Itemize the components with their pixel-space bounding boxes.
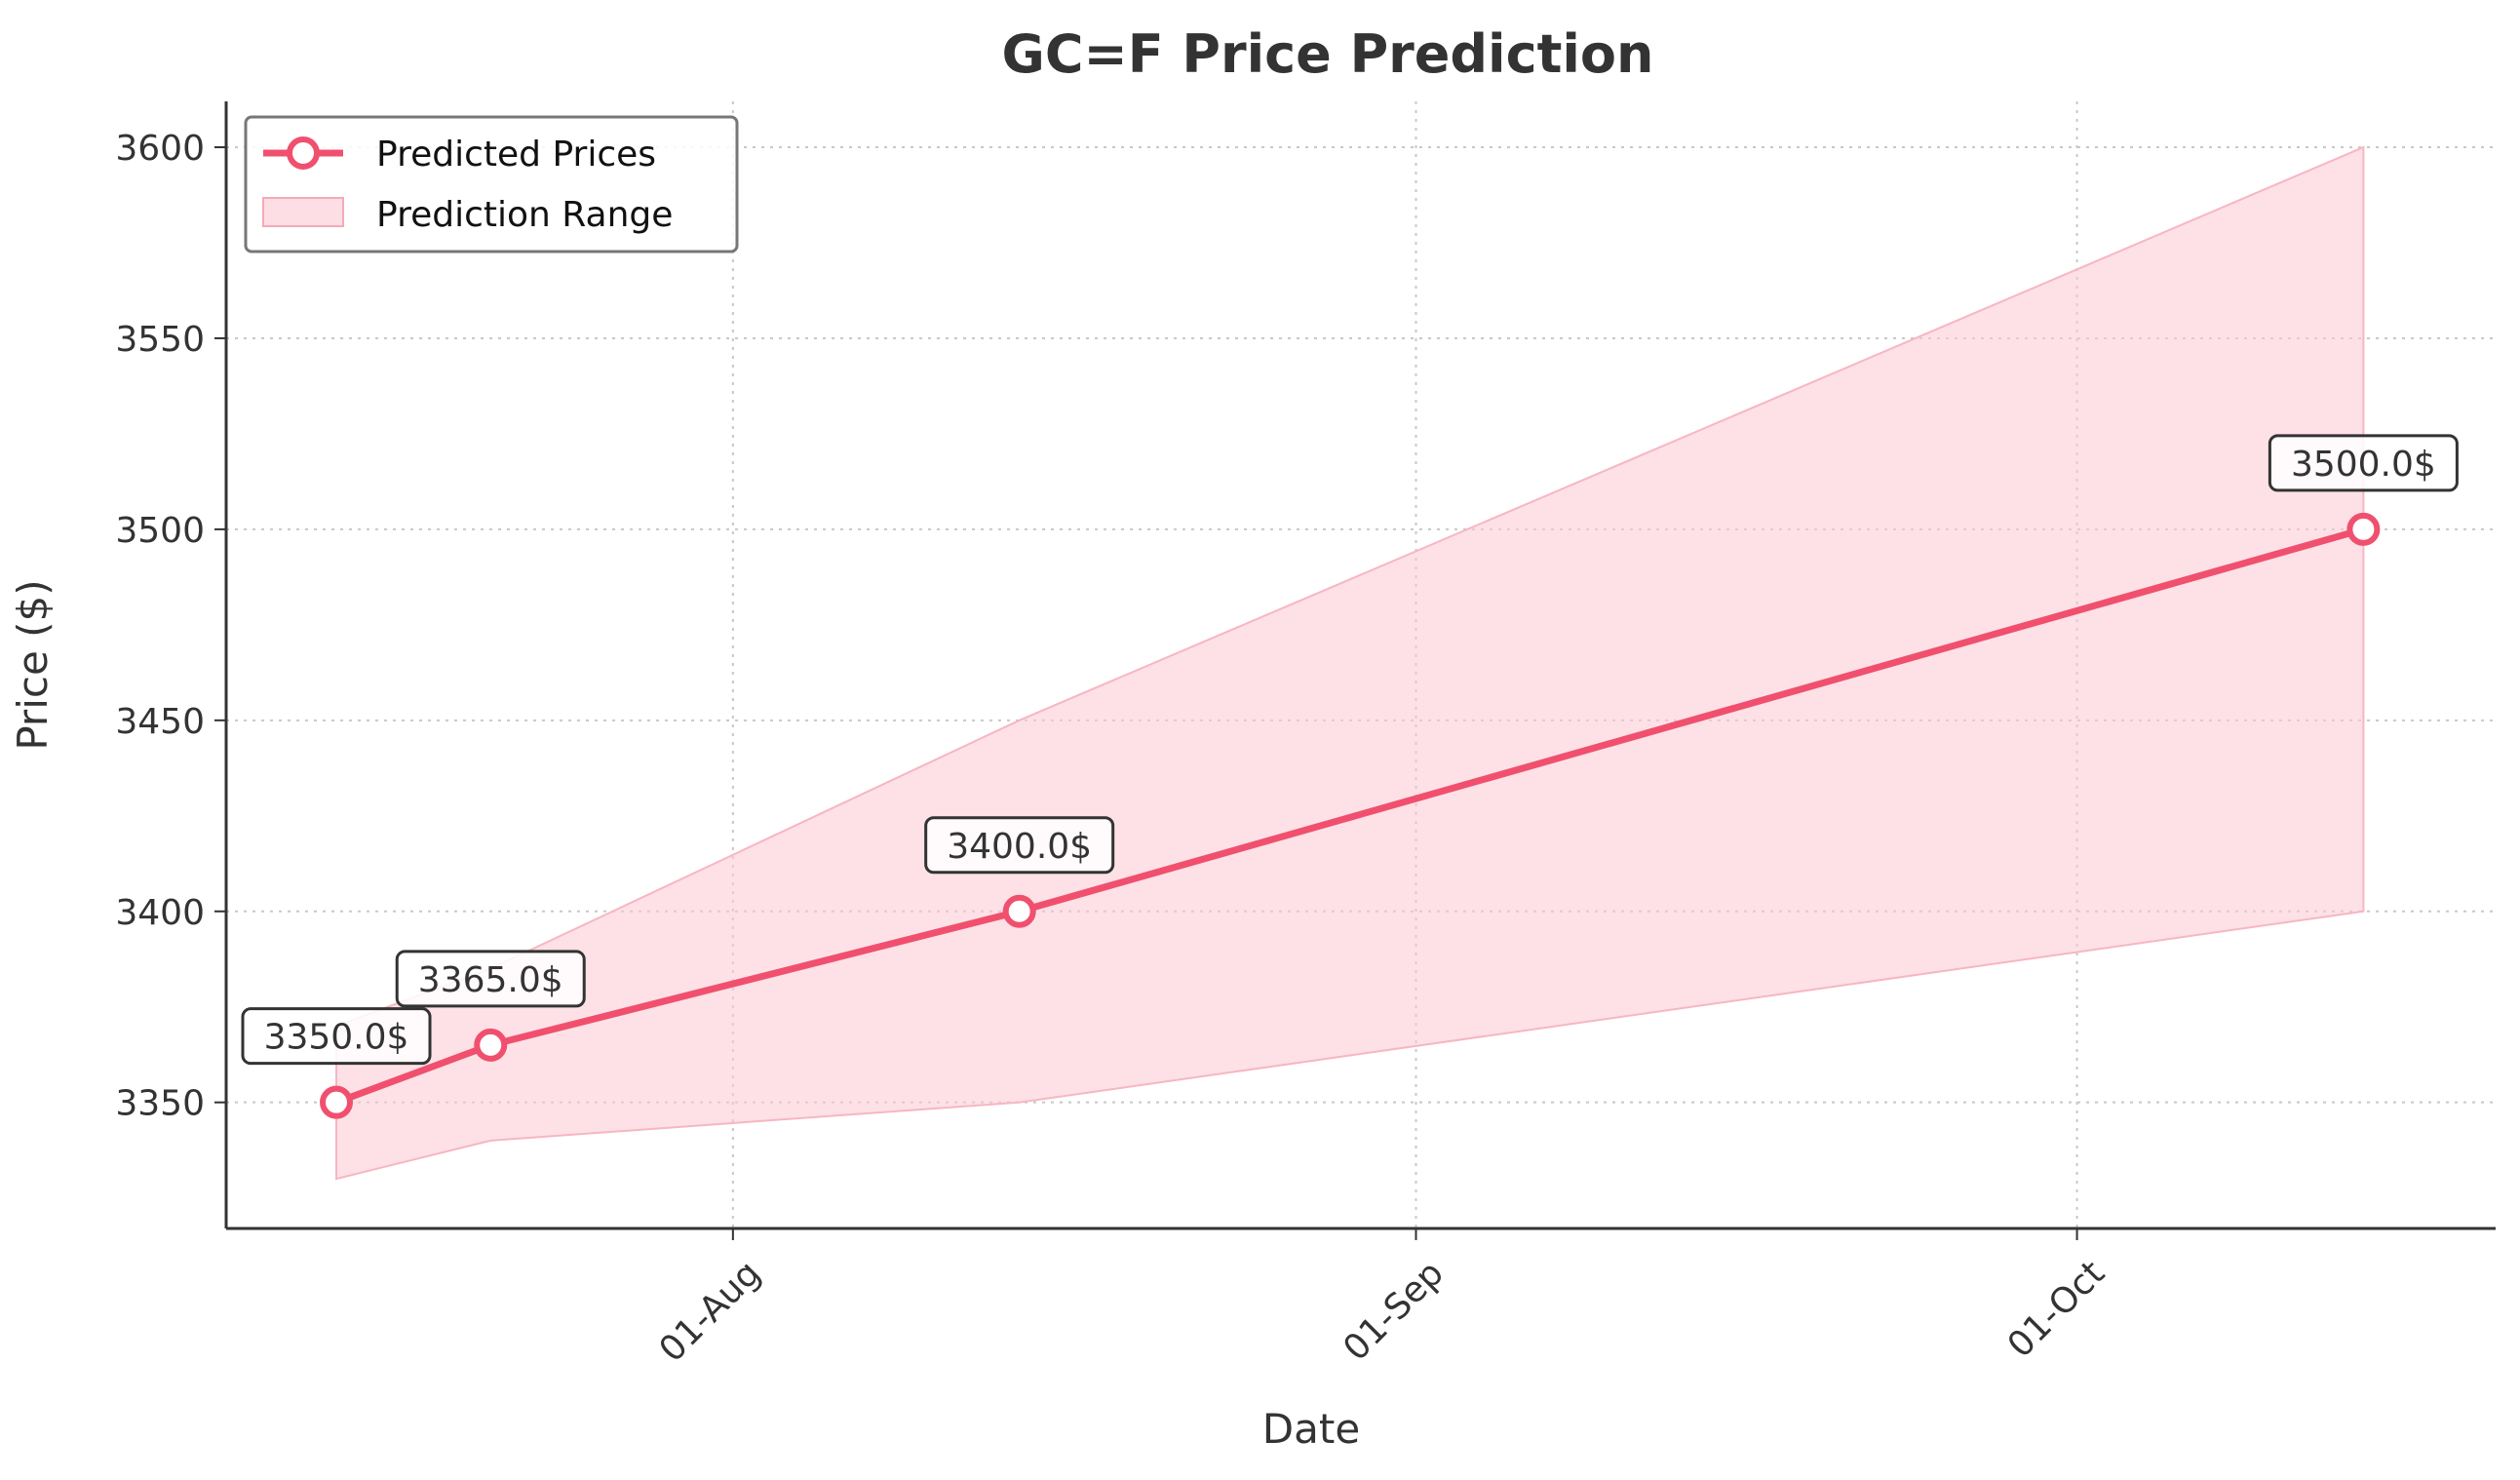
legend-range-swatch bbox=[262, 197, 344, 227]
data-label-text: 3365.0$ bbox=[418, 960, 563, 1000]
predicted-price-point bbox=[320, 1085, 354, 1119]
predicted-price-point bbox=[2346, 512, 2381, 546]
y-axis-label: Price ($) bbox=[9, 579, 57, 750]
y-tick-label: 3550 bbox=[115, 320, 205, 360]
x-tick-label: 01-Oct bbox=[2000, 1253, 2113, 1365]
data-label: 3400.0$ bbox=[924, 816, 1115, 875]
y-tick-label: 3500 bbox=[115, 511, 205, 551]
data-label-box bbox=[924, 816, 1115, 875]
data-label-box bbox=[2268, 434, 2459, 492]
data-label-text: 3400.0$ bbox=[947, 827, 1092, 867]
legend: Predicted Prices Prediction Range bbox=[244, 115, 739, 253]
data-label-box bbox=[395, 950, 586, 1008]
legend-label-prediction-range: Prediction Range bbox=[376, 195, 673, 235]
data-label-box bbox=[241, 1007, 432, 1066]
data-label: 3500.0$ bbox=[2268, 434, 2459, 492]
predicted-price-line bbox=[332, 526, 2367, 1107]
data-label: 3350.0$ bbox=[241, 1007, 432, 1066]
chart-title: GC=F Price Prediction bbox=[1002, 23, 1654, 85]
annotation-layer: 3350.0$3365.0$ 3400.0$ 3500.0$ bbox=[241, 434, 2459, 1066]
prediction-range-band bbox=[335, 145, 2365, 1181]
y-tick-label: 3450 bbox=[115, 702, 205, 742]
y-tick-label: 3600 bbox=[115, 129, 205, 169]
data-label-text: 3350.0$ bbox=[264, 1018, 409, 1058]
predicted-line-layer bbox=[320, 512, 2381, 1119]
predicted-price-point bbox=[474, 1028, 508, 1062]
predicted-price-point bbox=[1002, 894, 1036, 928]
data-label: 3365.0$ bbox=[395, 950, 586, 1008]
y-tick-label: 3400 bbox=[115, 893, 205, 933]
x-axis-label: Date bbox=[1262, 1405, 1360, 1453]
y-tick-label: 3350 bbox=[115, 1084, 205, 1124]
x-tick-label: 01-Aug bbox=[652, 1253, 769, 1370]
data-label-text: 3500.0$ bbox=[2291, 445, 2436, 485]
legend-marker-swatch bbox=[287, 136, 320, 170]
x-tick-label: 01-Sep bbox=[1336, 1253, 1452, 1369]
prediction-range-layer bbox=[335, 145, 2365, 1181]
legend-label-predicted-prices: Predicted Prices bbox=[376, 135, 656, 175]
legend-box bbox=[244, 115, 739, 253]
